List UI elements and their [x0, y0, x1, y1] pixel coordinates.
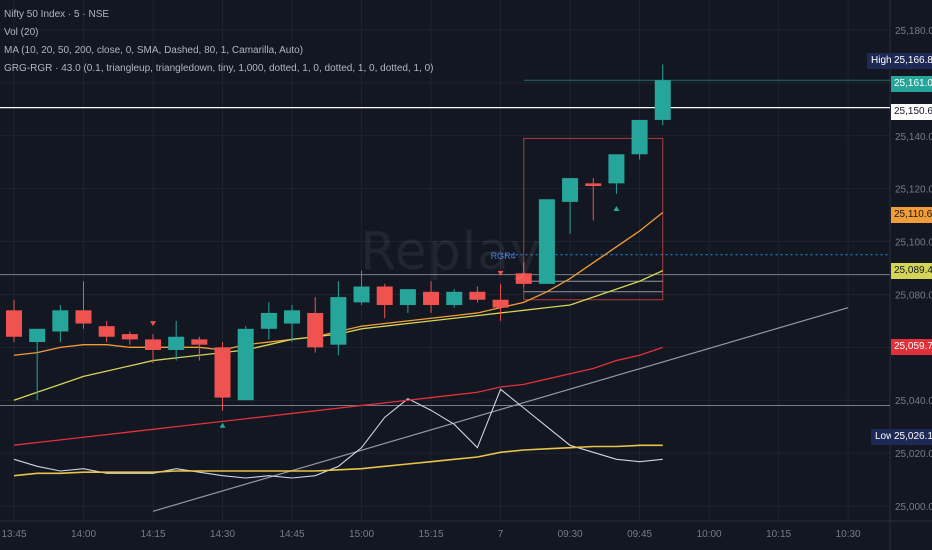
candle-body [121, 334, 138, 340]
candle-body [608, 154, 625, 184]
buy-signal-arrow [613, 205, 620, 211]
symbol-title[interactable]: Nifty 50 Index · 5 · NSE [4, 9, 110, 20]
candle-body [237, 328, 254, 401]
candle-body [52, 310, 69, 332]
x-tick-label: 10:15 [766, 529, 791, 540]
x-tick-label: 10:30 [836, 529, 861, 540]
candle-body [330, 297, 347, 345]
candle-body [284, 310, 301, 324]
ma-red-price-tag: 25,059.71 [891, 339, 932, 355]
ma-yellow-price-tag: 25,089.43 [891, 263, 932, 279]
candle-body [515, 273, 532, 284]
x-tick-label: 10:00 [697, 529, 722, 540]
high-price-tag: 25,166.85 [891, 53, 932, 69]
replay-watermark: Replay [360, 222, 542, 282]
candle-body [98, 326, 115, 337]
white-line-price-tag: 25,150.65 [891, 104, 932, 120]
candle-body [29, 328, 46, 343]
candle-body [469, 291, 486, 300]
candle-body [562, 178, 579, 202]
y-tick-label: 25,000.00 [895, 502, 932, 513]
candle-body [353, 286, 370, 303]
volume-ma-line [13, 444, 663, 477]
y-tick-label: 25,040.00 [895, 396, 932, 407]
x-tick-label: 14:45 [280, 529, 305, 540]
y-tick-label: 25,140.00 [895, 132, 932, 143]
x-tick-label: 15:15 [419, 529, 444, 540]
candle-body [6, 310, 22, 337]
x-tick-label: 14:15 [141, 529, 166, 540]
y-tick-label: 25,120.00 [895, 185, 932, 196]
x-tick-label: 15:00 [349, 529, 374, 540]
candle-body [492, 299, 509, 308]
x-tick-label: 13:45 [1, 529, 26, 540]
high-label: High [867, 53, 896, 69]
moving-average-line [13, 346, 663, 446]
candle-body [214, 347, 231, 398]
candle-body [631, 119, 648, 155]
y-tick-label: 25,180.00 [895, 26, 932, 37]
candle-body [423, 291, 440, 306]
chart-legend: Nifty 50 Index · 5 · NSE Vol (20) MA (10… [4, 6, 434, 78]
rgr-zone-box [523, 137, 664, 301]
trendline [152, 307, 849, 512]
candle-body [376, 286, 393, 306]
candle-body [145, 339, 162, 350]
sell-signal-arrow [497, 270, 504, 276]
candle-body [585, 183, 602, 187]
x-tick-label: 14:00 [71, 529, 96, 540]
candle-body [191, 339, 208, 345]
y-tick-label: 25,020.00 [895, 449, 932, 460]
candle-body [654, 80, 671, 120]
candle-body [75, 310, 92, 324]
buy-signal-arrow [219, 422, 226, 428]
volume-series-line [13, 388, 663, 479]
grg-indicator-label[interactable]: GRG-RGR · 43.0 (0.1, triangleup, triangl… [4, 63, 434, 74]
y-tick-label: 25,100.00 [895, 238, 932, 249]
ma-orange-price-tag: 25,110.60 [891, 207, 932, 223]
candle-body [399, 289, 416, 306]
ma-indicator-label[interactable]: MA (10, 20, 50, 200, close, 0, SMA, Dash… [4, 45, 304, 56]
candle-body [446, 291, 463, 306]
rgr-marker-text: RGR4 [491, 251, 516, 261]
y-tick-label: 25,080.00 [895, 290, 932, 301]
candle-body [307, 312, 324, 348]
x-tick-label: 14:30 [210, 529, 235, 540]
low-price-tag: 25,026.15 [891, 429, 932, 445]
x-tick-label: 09:45 [627, 529, 652, 540]
candle-body [538, 199, 555, 284]
x-tick-label: 09:30 [558, 529, 583, 540]
sell-signal-arrow [150, 321, 157, 327]
x-tick-label: 7 [498, 529, 504, 540]
candle-body [260, 312, 277, 329]
vol-indicator-label[interactable]: Vol (20) [4, 27, 39, 38]
current-price-tag: 25,161.05 [891, 76, 932, 92]
low-label: Low [871, 429, 898, 445]
candle-body [168, 336, 185, 350]
